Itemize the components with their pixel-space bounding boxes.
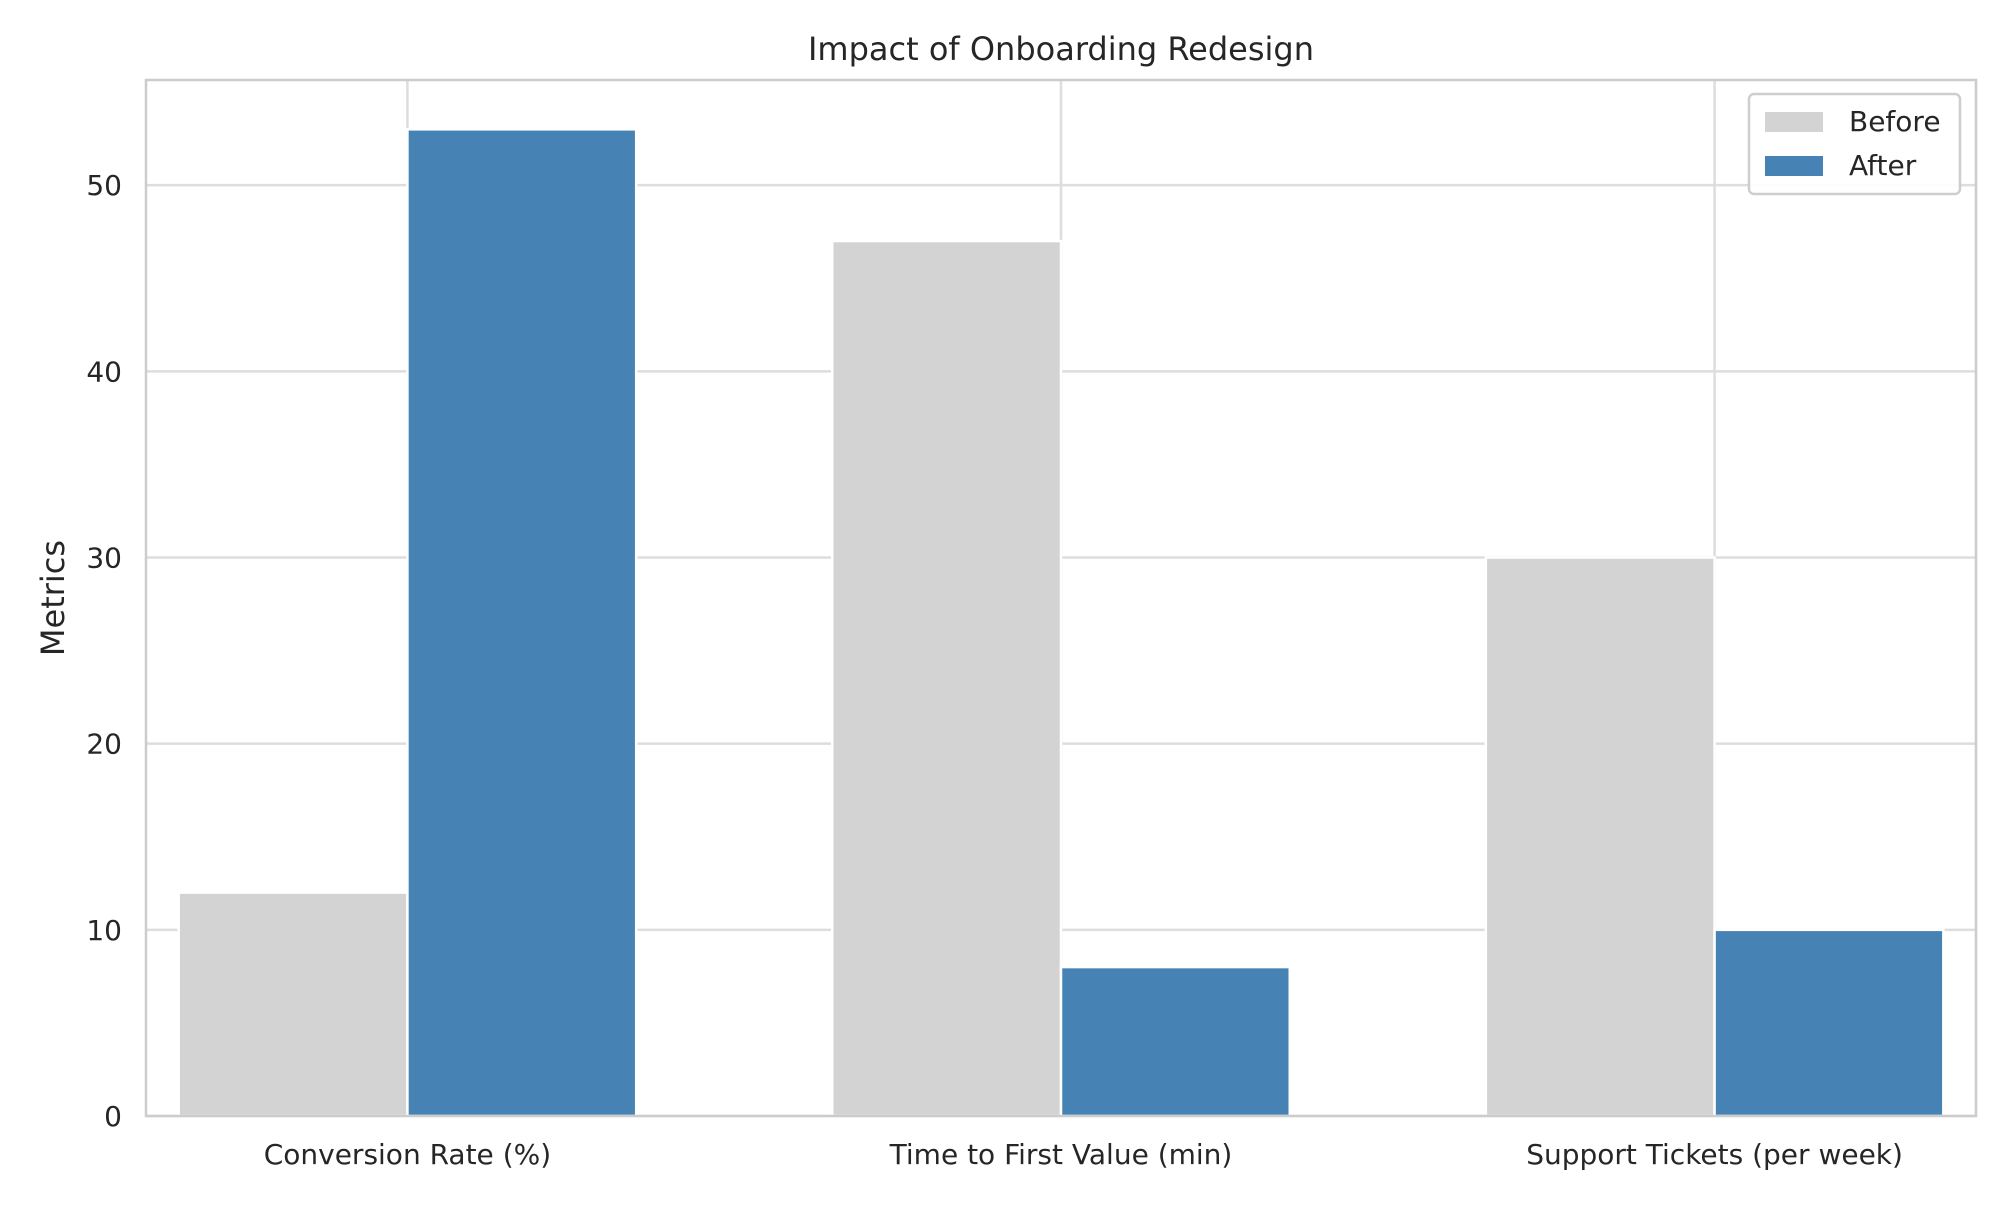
y-tick-label: 20 <box>86 728 122 761</box>
x-tick-label: Support Tickets (per week) <box>1526 1138 1903 1171</box>
bar-before-1 <box>831 239 1063 1118</box>
plot-frame <box>144 78 1978 1118</box>
bars <box>177 128 1945 1118</box>
bar-before-2 <box>1484 556 1716 1118</box>
bar-before-0 <box>177 891 409 1118</box>
bar-after-2 <box>1713 928 1945 1118</box>
x-tick-labels: Conversion Rate (%) Time to First Value (… <box>264 1138 1903 1171</box>
legend-label-after: After <box>1849 149 1917 182</box>
x-tick-label: Conversion Rate (%) <box>264 1138 551 1171</box>
legend-label-before: Before <box>1849 105 1941 138</box>
legend: Before After <box>1747 92 1962 196</box>
y-tick-label: 0 <box>104 1100 122 1133</box>
y-tick-labels: 0 10 20 30 40 50 <box>86 169 122 1133</box>
bar-after-0 <box>406 128 638 1118</box>
legend-swatch-after <box>1765 156 1823 176</box>
x-tick-label: Time to First Value (min) <box>889 1138 1233 1171</box>
legend-swatch-before <box>1765 112 1823 132</box>
y-tick-label: 40 <box>86 355 122 388</box>
bar-after-1 <box>1059 965 1291 1118</box>
y-axis-label: Metrics <box>34 540 72 656</box>
y-tick-label: 50 <box>86 169 122 202</box>
chart-title: Impact of Onboarding Redesign <box>808 30 1314 68</box>
y-tick-label: 10 <box>86 914 122 947</box>
y-tick-label: 30 <box>86 542 122 575</box>
